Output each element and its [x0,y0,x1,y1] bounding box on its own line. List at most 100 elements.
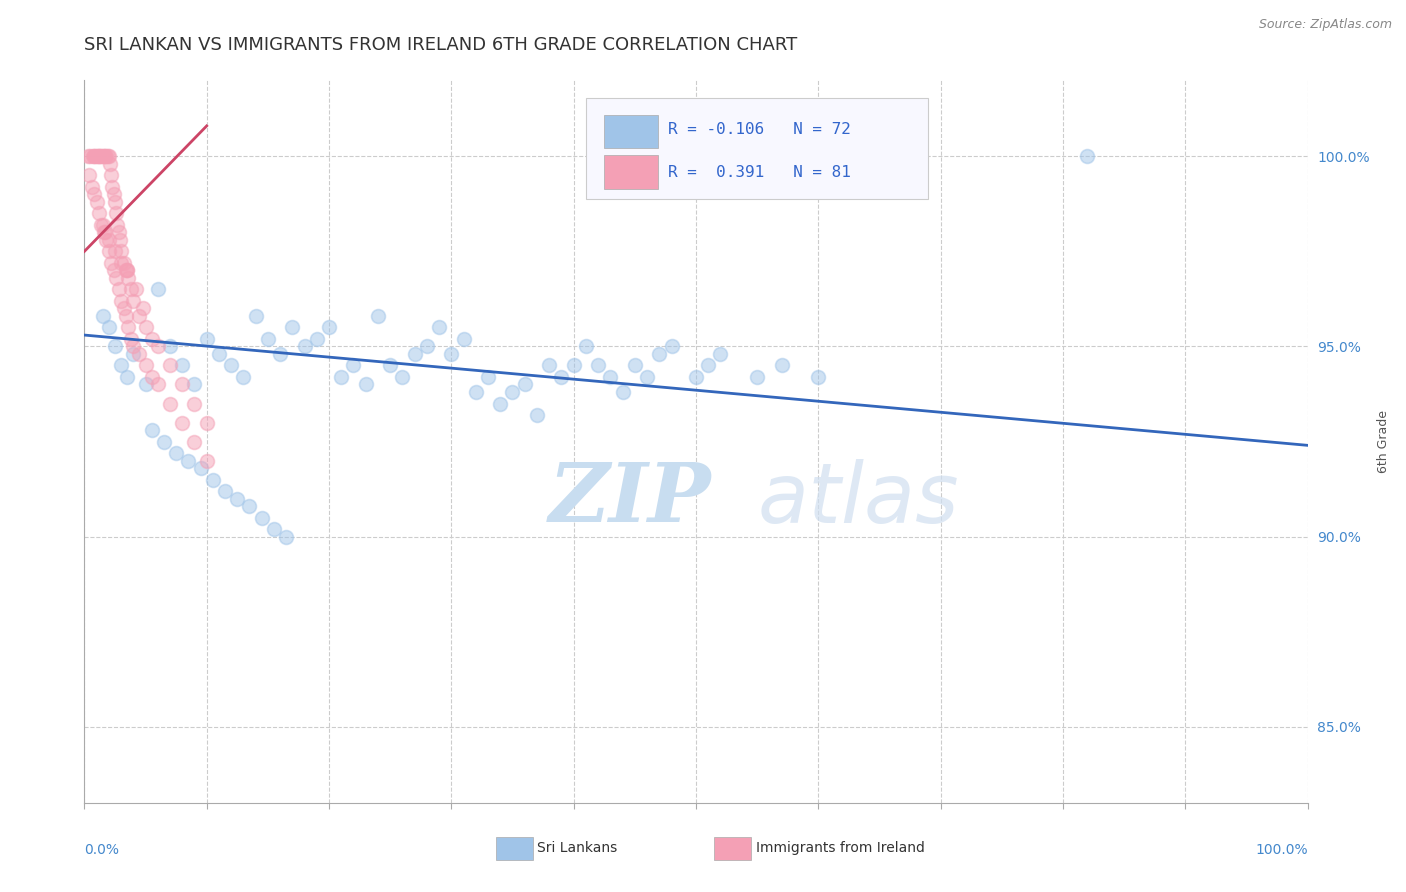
Point [513,377,536,392]
Point [586,359,609,373]
Point [79,149,101,163]
Text: 100.0%: 100.0% [1256,843,1308,856]
Text: ZIP: ZIP [550,459,711,540]
Point [91,218,114,232]
Point [83,149,105,163]
Point [128,309,150,323]
Point [93,149,115,163]
Text: Sri Lankans: Sri Lankans [537,841,617,855]
Point [318,320,340,334]
Point [263,522,285,536]
Point [100,169,122,183]
Point [146,377,169,392]
Point [195,453,218,467]
Text: Source: ZipAtlas.com: Source: ZipAtlas.com [1258,18,1392,31]
Point [90,149,112,163]
Point [86,149,108,163]
Point [172,377,194,392]
Point [101,179,124,194]
Point [141,332,163,346]
Point [104,339,127,353]
Point [190,461,212,475]
Point [159,339,181,353]
Point [153,434,176,449]
Point [115,263,138,277]
Point [80,179,103,194]
Point [132,301,155,316]
Point [440,347,463,361]
Point [94,226,117,240]
Point [89,149,111,163]
Point [1076,149,1098,163]
Point [141,370,163,384]
Point [100,256,122,270]
Point [77,169,100,183]
Point [91,309,114,323]
Text: R = -0.106   N = 72: R = -0.106 N = 72 [668,122,851,136]
Point [195,332,218,346]
Point [219,359,242,373]
Point [367,309,389,323]
Point [177,453,200,467]
Point [105,218,128,232]
Point [97,149,120,163]
Point [103,263,125,277]
Point [354,377,377,392]
Point [172,359,194,373]
Text: 0.0%: 0.0% [84,843,120,856]
Point [404,347,426,361]
Point [122,339,145,353]
Point [97,233,120,247]
Point [104,194,127,209]
Point [214,483,236,498]
Point [96,233,118,247]
Point [103,187,125,202]
Point [183,434,205,449]
Point [110,359,132,373]
Point [612,385,634,400]
Point [125,282,148,296]
Point [90,218,112,232]
Point [342,359,364,373]
Point [135,377,157,392]
Point [250,510,273,524]
Point [82,149,104,163]
Point [477,370,499,384]
Point [87,149,110,163]
Point [648,347,671,361]
Point [391,370,413,384]
Point [575,339,598,353]
Point [709,347,731,361]
Point [807,370,830,384]
Point [636,370,658,384]
Point [257,332,280,346]
Point [183,396,205,410]
Text: R =  0.391   N = 81: R = 0.391 N = 81 [668,165,851,180]
Point [108,233,131,247]
Point [83,187,105,202]
Point [550,370,572,384]
Point [128,347,150,361]
Point [276,530,298,544]
Point [112,256,135,270]
Point [120,332,142,346]
Point [905,149,928,163]
Point [172,416,194,430]
Point [94,149,117,163]
Point [93,226,115,240]
Point [195,416,218,430]
Point [86,194,108,209]
Point [489,396,512,410]
Point [107,282,129,296]
Point [165,446,187,460]
Point [538,359,561,373]
Point [112,301,135,316]
Point [502,385,524,400]
Point [122,293,145,308]
Point [281,320,304,334]
Point [105,271,128,285]
Point [685,370,707,384]
Point [697,359,720,373]
Point [117,271,139,285]
Point [159,359,181,373]
